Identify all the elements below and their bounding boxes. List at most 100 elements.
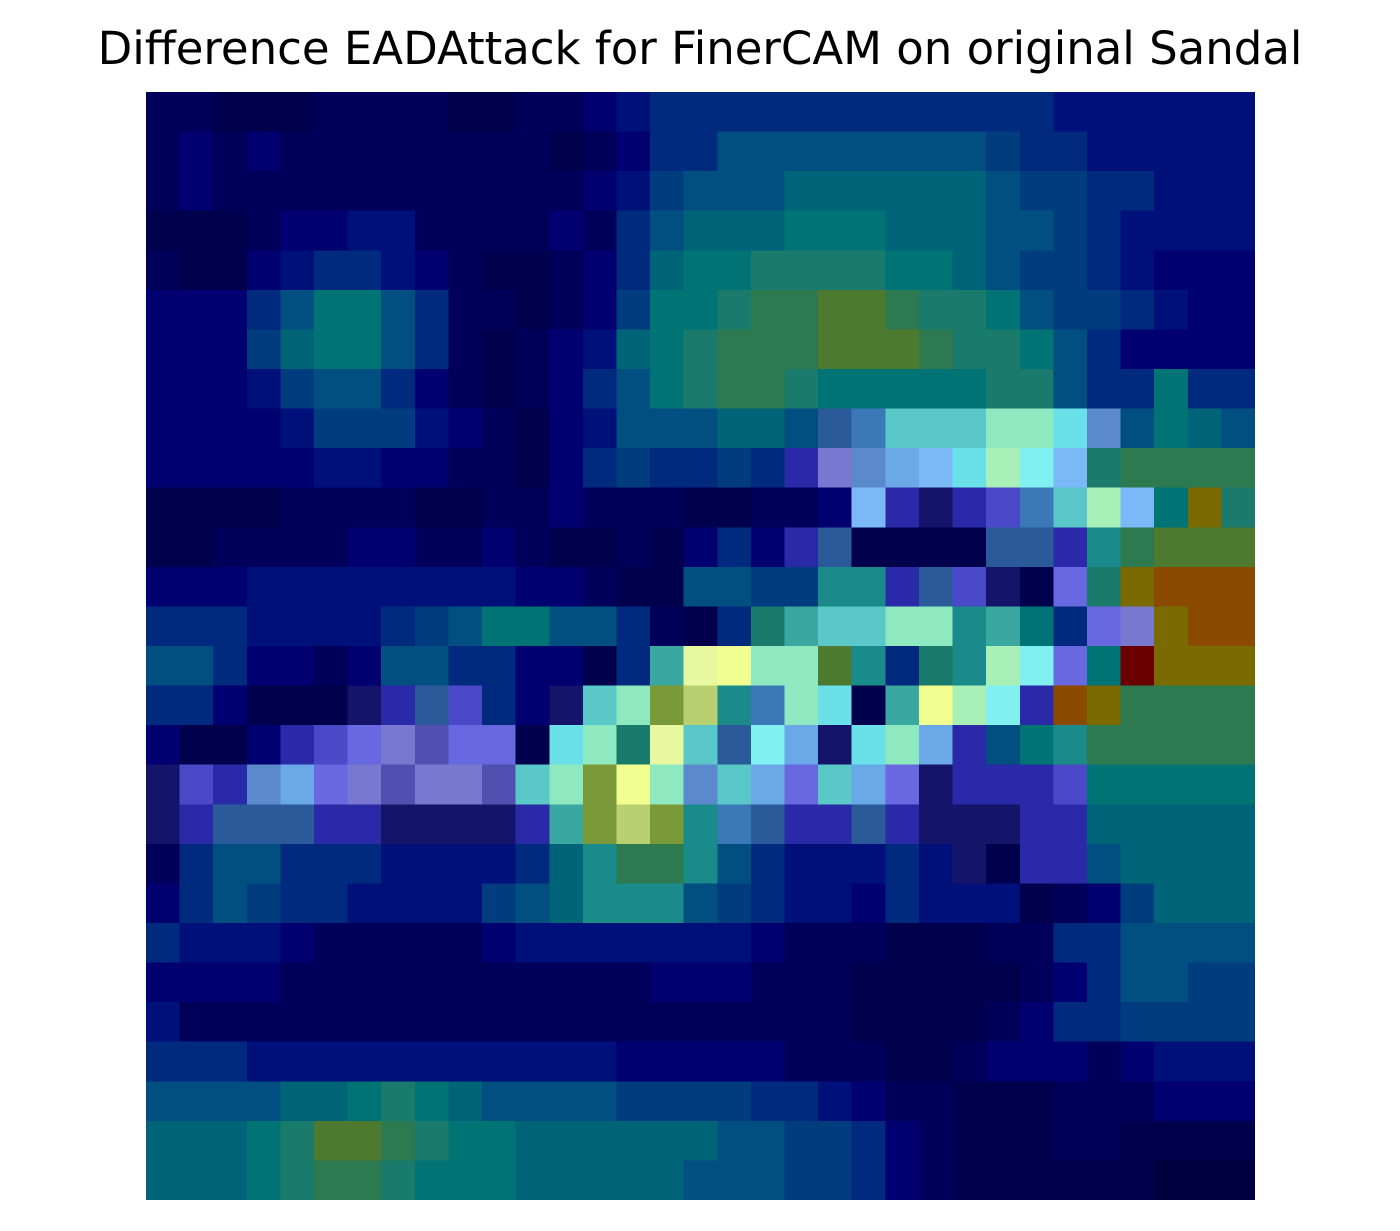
heatmap-cell bbox=[885, 1120, 920, 1162]
heatmap-cell bbox=[448, 1120, 483, 1162]
heatmap-cell bbox=[1019, 369, 1054, 410]
heatmap-cell bbox=[314, 527, 349, 568]
heatmap-cell bbox=[146, 527, 181, 568]
heatmap-cell bbox=[1120, 843, 1155, 885]
heatmap-cell bbox=[280, 725, 315, 766]
heatmap-cell bbox=[851, 131, 886, 172]
heatmap-cell bbox=[885, 843, 920, 885]
heatmap-cell bbox=[784, 566, 819, 608]
heatmap-cell bbox=[851, 883, 886, 924]
heatmap-cell bbox=[213, 250, 248, 291]
heatmap-cell bbox=[818, 804, 853, 845]
heatmap-cell bbox=[1053, 369, 1088, 410]
heatmap-cell bbox=[650, 685, 685, 726]
heatmap-cell bbox=[515, 566, 550, 608]
heatmap-cell bbox=[549, 408, 584, 449]
heatmap-cell bbox=[414, 448, 450, 489]
heatmap-cell bbox=[750, 408, 786, 449]
heatmap-cell bbox=[784, 1120, 819, 1162]
heatmap-cell bbox=[213, 646, 248, 687]
heatmap-cell bbox=[549, 725, 584, 766]
heatmap-cell bbox=[616, 962, 651, 1003]
heatmap-cell bbox=[683, 92, 718, 133]
heatmap-cell bbox=[851, 685, 886, 726]
heatmap-cell bbox=[616, 329, 651, 370]
heatmap-cell bbox=[1221, 448, 1255, 489]
heatmap-cell bbox=[414, 804, 450, 845]
heatmap-cell bbox=[179, 250, 214, 291]
heatmap-cell bbox=[280, 764, 315, 805]
heatmap-cell bbox=[1019, 1120, 1054, 1162]
heatmap-cell bbox=[1053, 1002, 1088, 1043]
heatmap-cell bbox=[146, 566, 181, 608]
heatmap-cell bbox=[414, 923, 450, 964]
heatmap-cell bbox=[314, 923, 349, 964]
heatmap-cell bbox=[381, 962, 416, 1003]
heatmap-cell bbox=[1019, 923, 1054, 964]
heatmap-cell bbox=[280, 1120, 315, 1162]
heatmap-cell bbox=[717, 487, 752, 528]
heatmap-cell bbox=[650, 566, 685, 608]
heatmap-cell bbox=[616, 883, 651, 924]
heatmap-cell bbox=[582, 804, 618, 845]
heatmap-cell bbox=[1120, 131, 1155, 172]
heatmap-cell bbox=[246, 289, 282, 331]
heatmap-cell bbox=[885, 289, 920, 331]
heatmap-cell bbox=[448, 92, 483, 133]
heatmap-cell bbox=[717, 1081, 752, 1122]
heatmap-cell bbox=[1154, 92, 1189, 133]
heatmap-cell bbox=[1086, 448, 1122, 489]
heatmap-cell bbox=[146, 1160, 181, 1200]
heatmap-cell bbox=[213, 408, 248, 449]
heatmap-cell bbox=[515, 1081, 550, 1122]
heatmap-cell bbox=[885, 487, 920, 528]
heatmap-cell bbox=[616, 1081, 651, 1122]
heatmap-cell bbox=[1120, 1002, 1155, 1043]
heatmap-cell bbox=[818, 131, 853, 172]
heatmap-cell bbox=[1019, 962, 1054, 1003]
heatmap-cell bbox=[1187, 606, 1222, 647]
heatmap-cell bbox=[1221, 1160, 1255, 1200]
heatmap-cell bbox=[246, 1081, 282, 1122]
heatmap-cell bbox=[314, 1081, 349, 1122]
heatmap-cell bbox=[280, 250, 315, 291]
heatmap-cell bbox=[1187, 408, 1222, 449]
heatmap-cell bbox=[885, 1002, 920, 1043]
heatmap-cell bbox=[683, 329, 718, 370]
heatmap-cell bbox=[1120, 685, 1155, 726]
heatmap-cell bbox=[750, 566, 786, 608]
heatmap-cell bbox=[146, 210, 181, 251]
heatmap-cell bbox=[482, 923, 517, 964]
heatmap-cell bbox=[818, 725, 853, 766]
heatmap-cell bbox=[1053, 1081, 1088, 1122]
heatmap-cell bbox=[314, 1041, 349, 1082]
heatmap-cell bbox=[750, 606, 786, 647]
heatmap-cell bbox=[179, 883, 214, 924]
heatmap-cell bbox=[784, 250, 819, 291]
heatmap-cell bbox=[1154, 131, 1189, 172]
heatmap-cell bbox=[381, 606, 416, 647]
heatmap-cell bbox=[683, 1160, 718, 1200]
heatmap-cell bbox=[515, 1041, 550, 1082]
heatmap-cell bbox=[1053, 210, 1088, 251]
heatmap-cell bbox=[347, 289, 382, 331]
heatmap-cell bbox=[1187, 329, 1222, 370]
heatmap-cell bbox=[1053, 685, 1088, 726]
heatmap-cell bbox=[986, 962, 1021, 1003]
heatmap-cell bbox=[650, 171, 685, 212]
heatmap-cell bbox=[784, 329, 819, 370]
heatmap-cell bbox=[784, 369, 819, 410]
heatmap-cell bbox=[885, 527, 920, 568]
heatmap-cell bbox=[549, 843, 584, 885]
heatmap-cell bbox=[179, 646, 214, 687]
heatmap-cell bbox=[1154, 1041, 1189, 1082]
heatmap-cell bbox=[650, 250, 685, 291]
heatmap-cell bbox=[482, 408, 517, 449]
heatmap-cell bbox=[1120, 1120, 1155, 1162]
heatmap-cell bbox=[414, 566, 450, 608]
heatmap-cell bbox=[683, 250, 718, 291]
heatmap-cell bbox=[750, 527, 786, 568]
heatmap-cell bbox=[1086, 843, 1122, 885]
heatmap-cell bbox=[683, 289, 718, 331]
heatmap-cell bbox=[1154, 725, 1189, 766]
